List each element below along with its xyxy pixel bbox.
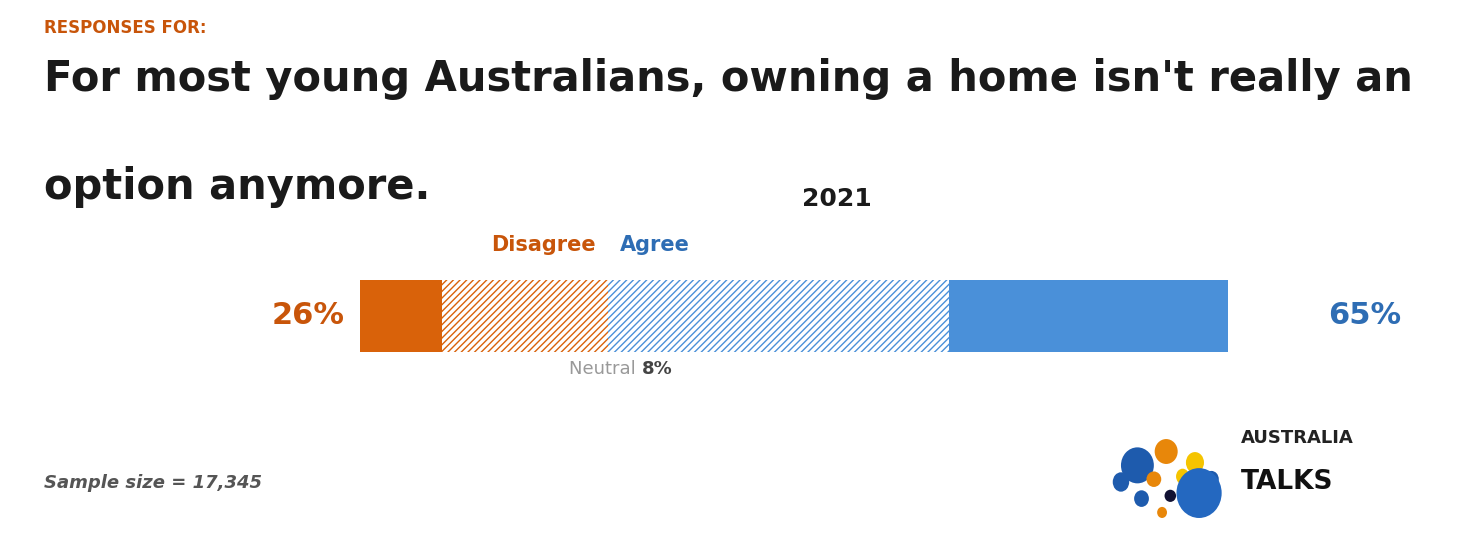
Ellipse shape <box>1186 452 1204 473</box>
Ellipse shape <box>1176 468 1221 518</box>
Text: 2021: 2021 <box>802 187 872 211</box>
Text: For most young Australians, owning a home isn't really an: For most young Australians, owning a hom… <box>44 58 1412 100</box>
Text: RESPONSES FOR:: RESPONSES FOR: <box>44 19 207 37</box>
Ellipse shape <box>1113 472 1129 492</box>
Text: Agree: Agree <box>619 235 690 255</box>
Ellipse shape <box>1155 439 1177 464</box>
Text: Sample size = 17,345: Sample size = 17,345 <box>44 474 263 491</box>
Text: TALKS: TALKS <box>1240 469 1333 495</box>
Ellipse shape <box>1147 471 1161 487</box>
Text: 8%: 8% <box>642 360 672 378</box>
Bar <box>948 280 1229 352</box>
Text: option anymore.: option anymore. <box>44 166 430 208</box>
Text: 65%: 65% <box>1329 301 1402 330</box>
Bar <box>608 280 948 352</box>
Ellipse shape <box>1204 471 1218 488</box>
Bar <box>442 280 608 352</box>
Ellipse shape <box>1122 448 1154 483</box>
Text: Neutral: Neutral <box>570 360 642 378</box>
Ellipse shape <box>1176 469 1189 484</box>
Ellipse shape <box>1157 507 1167 518</box>
Text: Disagree: Disagree <box>492 235 596 255</box>
Text: AUSTRALIA: AUSTRALIA <box>1240 429 1353 447</box>
Ellipse shape <box>1135 490 1149 507</box>
Text: 26%: 26% <box>272 301 345 330</box>
Ellipse shape <box>1164 490 1176 502</box>
Bar <box>360 280 442 352</box>
